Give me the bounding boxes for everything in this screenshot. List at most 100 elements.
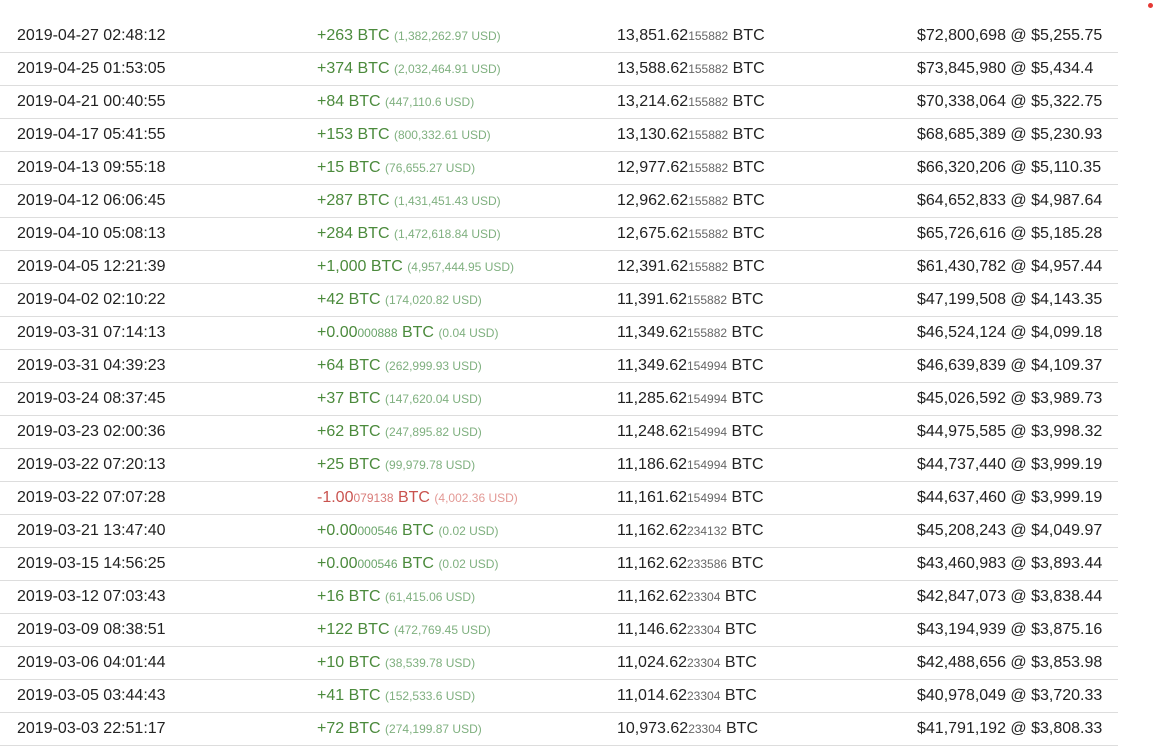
- table-row: 2019-03-22 07:20:13 +25 BTC (99,979.78 US…: [0, 448, 1118, 482]
- balance-value: $46,639,839 @ $4,109.37: [900, 349, 1118, 383]
- tx-time: 2019-04-13 09:55:18: [0, 151, 300, 185]
- balance: 11,349.62154994 BTC: [600, 349, 900, 383]
- balance-unit: BTC: [727, 390, 764, 407]
- amount-usd: (1,431,451.43 USD): [393, 194, 501, 208]
- balance-unit: BTC: [728, 192, 765, 209]
- amount-usd: (38,539.78 USD): [385, 656, 476, 670]
- balance-small: 23304: [687, 656, 721, 670]
- balance-value: $45,026,592 @ $3,989.73: [900, 382, 1118, 416]
- balance-unit: BTC: [720, 654, 757, 671]
- amount-small: 000888: [357, 326, 398, 340]
- balance: 11,285.62154994 BTC: [600, 382, 900, 416]
- balance-main: 11,285.62: [617, 390, 687, 407]
- tx-time: 2019-03-06 04:01:44: [0, 646, 300, 680]
- balance-small: 155882: [688, 227, 729, 241]
- tx-time: 2019-03-15 14:56:25: [0, 547, 300, 581]
- balance-value: $47,199,508 @ $4,143.35: [900, 283, 1118, 317]
- table-row: 2019-03-15 14:56:25 +0.00000546 BTC (0.02…: [0, 547, 1118, 581]
- tx-amount: +0.00000546 BTC (0.02 USD): [300, 547, 600, 581]
- table-row: 2019-04-13 09:55:18 +15 BTC (76,655.27 US…: [0, 151, 1118, 185]
- tx-amount: +84 BTC (447,110.6 USD): [300, 85, 600, 119]
- amount-main: +37: [317, 390, 345, 407]
- amount-usd: (447,110.6 USD): [385, 95, 475, 109]
- amount-main: +122: [317, 621, 354, 638]
- balance-unit: BTC: [727, 522, 764, 539]
- tx-time: 2019-03-03 22:51:17: [0, 712, 300, 746]
- tx-time: 2019-03-22 07:20:13: [0, 448, 300, 482]
- amount-main: +62: [317, 423, 345, 440]
- balance-value: $45,208,243 @ $4,049.97: [900, 514, 1118, 548]
- tx-amount: +122 BTC (472,769.45 USD): [300, 613, 600, 647]
- amount-main: +284: [317, 225, 354, 242]
- table-row: 2019-03-22 07:07:28 -1.00079138 BTC (4,00…: [0, 481, 1118, 515]
- balance-small: 234132: [687, 524, 728, 538]
- tx-amount: +15 BTC (76,655.27 USD): [300, 151, 600, 185]
- amount-unit: BTC: [366, 258, 403, 275]
- balance-main: 13,214.62: [617, 93, 689, 110]
- tx-time: 2019-03-22 07:07:28: [0, 481, 300, 515]
- balance-unit: BTC: [720, 687, 757, 704]
- amount-main: +41: [317, 687, 345, 704]
- amount-usd: (247,895.82 USD): [385, 425, 482, 439]
- balance-value: $72,800,698 @ $5,255.75: [900, 20, 1118, 53]
- balance-main: 13,130.62: [617, 126, 689, 143]
- balance: 13,130.62155882 BTC: [600, 118, 900, 152]
- balance-main: 11,014.62: [617, 687, 687, 704]
- balance: 11,161.62154994 BTC: [600, 481, 900, 515]
- balance-unit: BTC: [727, 291, 764, 308]
- balance-unit: BTC: [727, 423, 764, 440]
- table-row: 2019-03-23 02:00:36 +62 BTC (247,895.82 U…: [0, 415, 1118, 449]
- amount-unit: BTC: [397, 522, 434, 539]
- amount-main: +84: [317, 93, 345, 110]
- balance: 11,024.6223304 BTC: [600, 646, 900, 680]
- balance: 11,391.62155882 BTC: [600, 283, 900, 317]
- amount-unit: BTC: [353, 60, 390, 77]
- tx-time: 2019-04-27 02:48:12: [0, 20, 300, 53]
- amount-usd: (61,415.06 USD): [385, 590, 476, 604]
- amount-usd: (2,032,464.91 USD): [393, 62, 501, 76]
- balance-unit: BTC: [727, 555, 764, 572]
- balance: 11,162.6223304 BTC: [600, 580, 900, 614]
- tx-time: 2019-04-25 01:53:05: [0, 52, 300, 86]
- amount-usd: (76,655.27 USD): [385, 161, 476, 175]
- balance-value: $44,737,440 @ $3,999.19: [900, 448, 1118, 482]
- tx-amount: +287 BTC (1,431,451.43 USD): [300, 184, 600, 218]
- tx-amount: -1.00079138 BTC (4,002.36 USD): [300, 481, 600, 515]
- balance-value: $42,847,073 @ $3,838.44: [900, 580, 1118, 614]
- balance-main: 12,962.62: [617, 192, 689, 209]
- tx-time: 2019-04-02 02:10:22: [0, 283, 300, 317]
- balance-unit: BTC: [727, 456, 764, 473]
- balance: 13,851.62155882 BTC: [600, 20, 900, 53]
- table-row: 2019-04-02 02:10:22 +42 BTC (174,020.82 U…: [0, 283, 1118, 317]
- balance-small: 233586: [687, 557, 728, 571]
- balance: 11,349.62155882 BTC: [600, 316, 900, 350]
- balance-main: 10,973.62: [617, 720, 689, 737]
- balance-main: 11,349.62: [617, 324, 687, 341]
- balance-value: $43,194,939 @ $3,875.16: [900, 613, 1118, 647]
- balance-unit: BTC: [727, 489, 764, 506]
- table-row: 2019-04-05 12:21:39 +1,000 BTC (4,957,444…: [0, 250, 1118, 284]
- amount-main: +72: [317, 720, 345, 737]
- amount-main: +16: [317, 588, 345, 605]
- table-row: 2019-04-17 05:41:55 +153 BTC (800,332.61 …: [0, 118, 1118, 152]
- balance-small: 155882: [688, 260, 729, 274]
- balance: 11,014.6223304 BTC: [600, 679, 900, 713]
- balance-main: 11,248.62: [617, 423, 687, 440]
- balance-small: 154994: [687, 392, 728, 406]
- balance-small: 155882: [688, 29, 729, 43]
- tx-amount: +374 BTC (2,032,464.91 USD): [300, 52, 600, 86]
- amount-usd: (472,769.45 USD): [393, 623, 491, 637]
- balance-value: $66,320,206 @ $5,110.35: [900, 151, 1118, 185]
- tx-time: 2019-04-10 05:08:13: [0, 217, 300, 251]
- balance-value: $43,460,983 @ $3,893.44: [900, 547, 1118, 581]
- table-row: 2019-03-06 04:01:44 +10 BTC (38,539.78 US…: [0, 646, 1118, 680]
- amount-main: +263: [317, 27, 354, 44]
- balance-small: 155882: [688, 128, 729, 142]
- balance: 12,391.62155882 BTC: [600, 250, 900, 284]
- amount-unit: BTC: [344, 720, 381, 737]
- balance-small: 155882: [688, 95, 729, 109]
- balance-small: 155882: [687, 293, 728, 307]
- balance-main: 12,977.62: [617, 159, 689, 176]
- table-row: 2019-04-10 05:08:13 +284 BTC (1,472,618.8…: [0, 217, 1118, 251]
- amount-unit: BTC: [344, 456, 381, 473]
